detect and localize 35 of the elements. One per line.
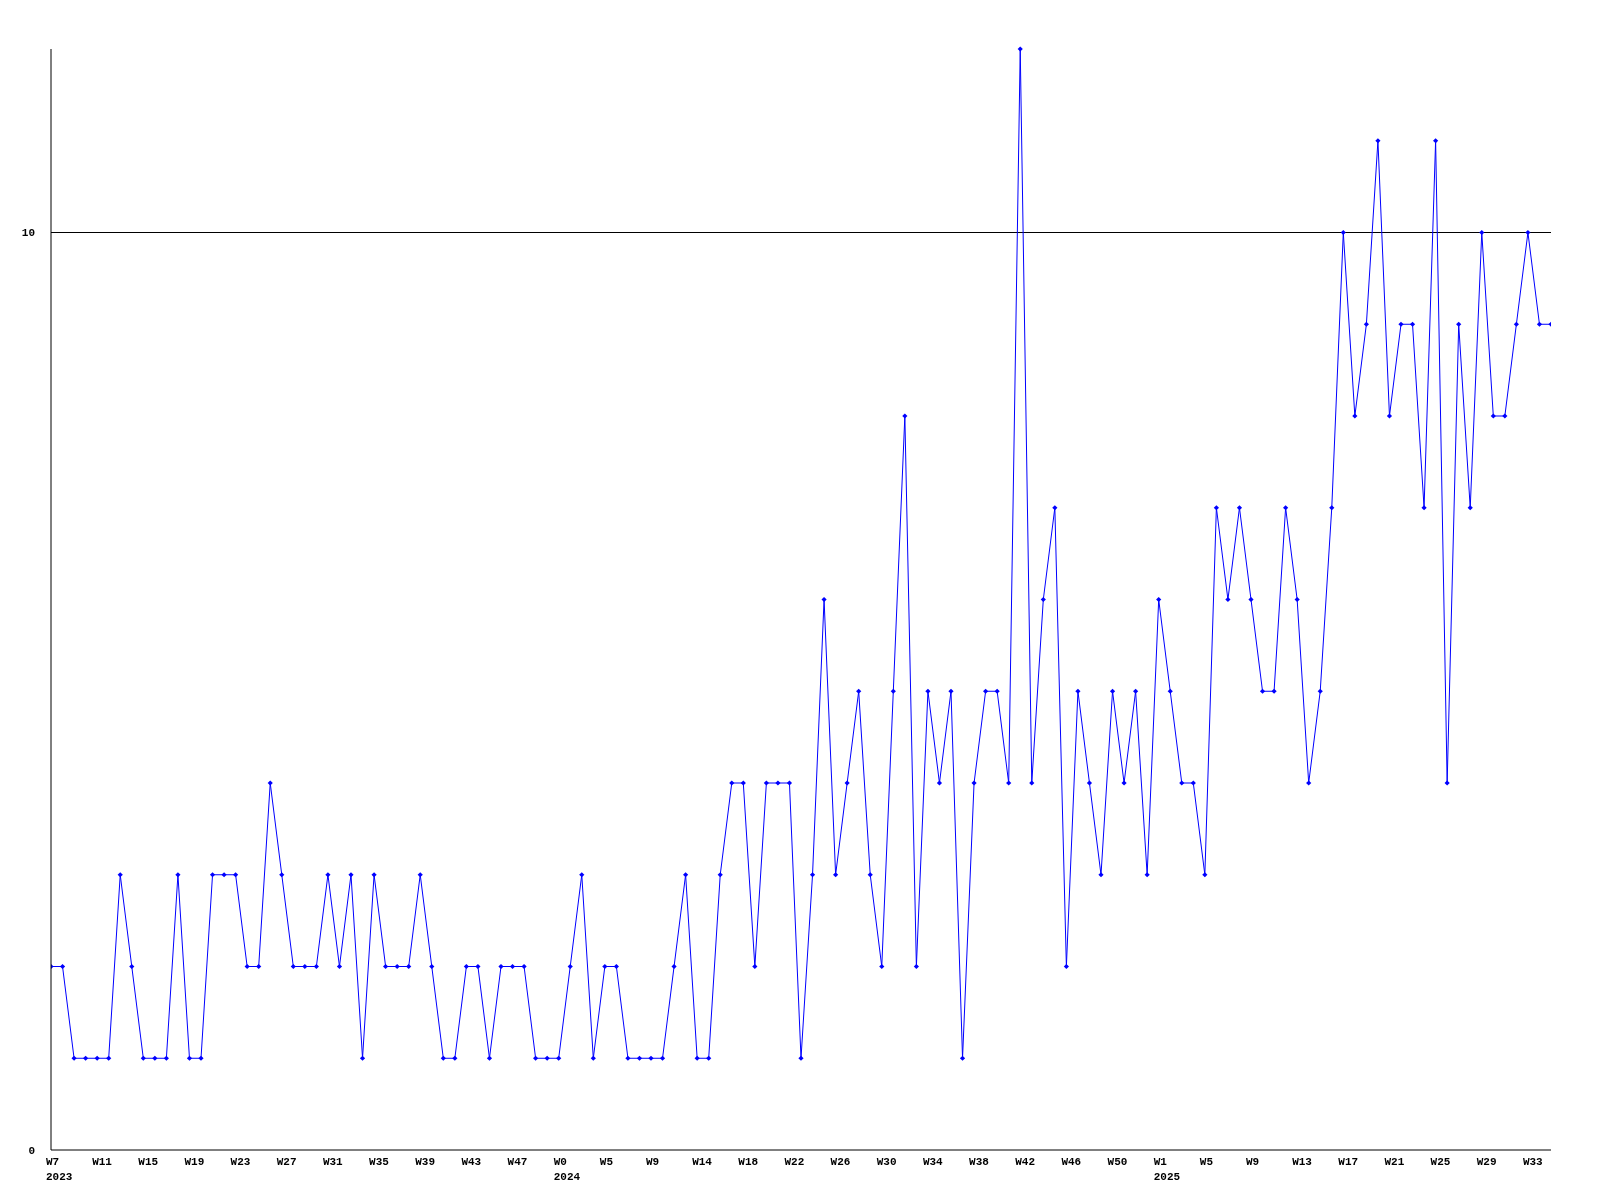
x-tick-label: W30 — [876, 1156, 897, 1168]
x-tick-label: W7 2023 — [46, 1156, 73, 1183]
x-tick-label: W15 — [138, 1156, 159, 1168]
x-tick-label: W11 — [92, 1156, 113, 1168]
x-tick-label: W13 — [1292, 1156, 1313, 1168]
y-tick-label: 10 — [21, 227, 35, 240]
x-tick-label: W39 — [415, 1156, 436, 1168]
x-tick-label: W34 — [922, 1156, 944, 1168]
x-tick-label: W29 — [1476, 1156, 1497, 1168]
x-tick-label: W21 — [1384, 1156, 1405, 1168]
x-tick-label: W43 — [461, 1156, 482, 1168]
x-tick-label: W33 — [1522, 1156, 1544, 1168]
x-tick-label: W38 — [969, 1156, 990, 1168]
x-tick-label: W1 2025 — [1153, 1156, 1181, 1183]
x-tick-label: W50 — [1107, 1156, 1128, 1168]
x-tick-label: W14 — [692, 1156, 713, 1168]
x-tick-label: W26 — [830, 1156, 851, 1168]
x-tick-label: W9 — [646, 1156, 660, 1168]
x-tick-label: W9 — [1246, 1156, 1260, 1168]
x-tick-label: W18 — [738, 1156, 759, 1168]
x-tick-label: W19 — [184, 1156, 205, 1168]
x-tick-label: W42 — [1015, 1156, 1036, 1168]
x-tick-label: W25 — [1430, 1156, 1451, 1168]
x-tick-label: W23 — [230, 1156, 251, 1168]
x-tick-label: W27 — [276, 1156, 297, 1168]
x-tick-label: W31 — [322, 1156, 344, 1168]
x-tick-label: W5 — [1199, 1156, 1214, 1168]
x-tick-label: W46 — [1061, 1156, 1082, 1168]
x-tick-label: W22 — [784, 1156, 805, 1168]
x-tick-label: W47 — [507, 1156, 528, 1168]
x-tick-label: W5 — [599, 1156, 614, 1168]
x-tick-label: W0 2024 — [553, 1156, 581, 1183]
x-tick-label: W35 — [369, 1156, 390, 1168]
x-tick-label: W17 — [1338, 1156, 1359, 1168]
y-tick-label: 0 — [28, 1144, 35, 1157]
